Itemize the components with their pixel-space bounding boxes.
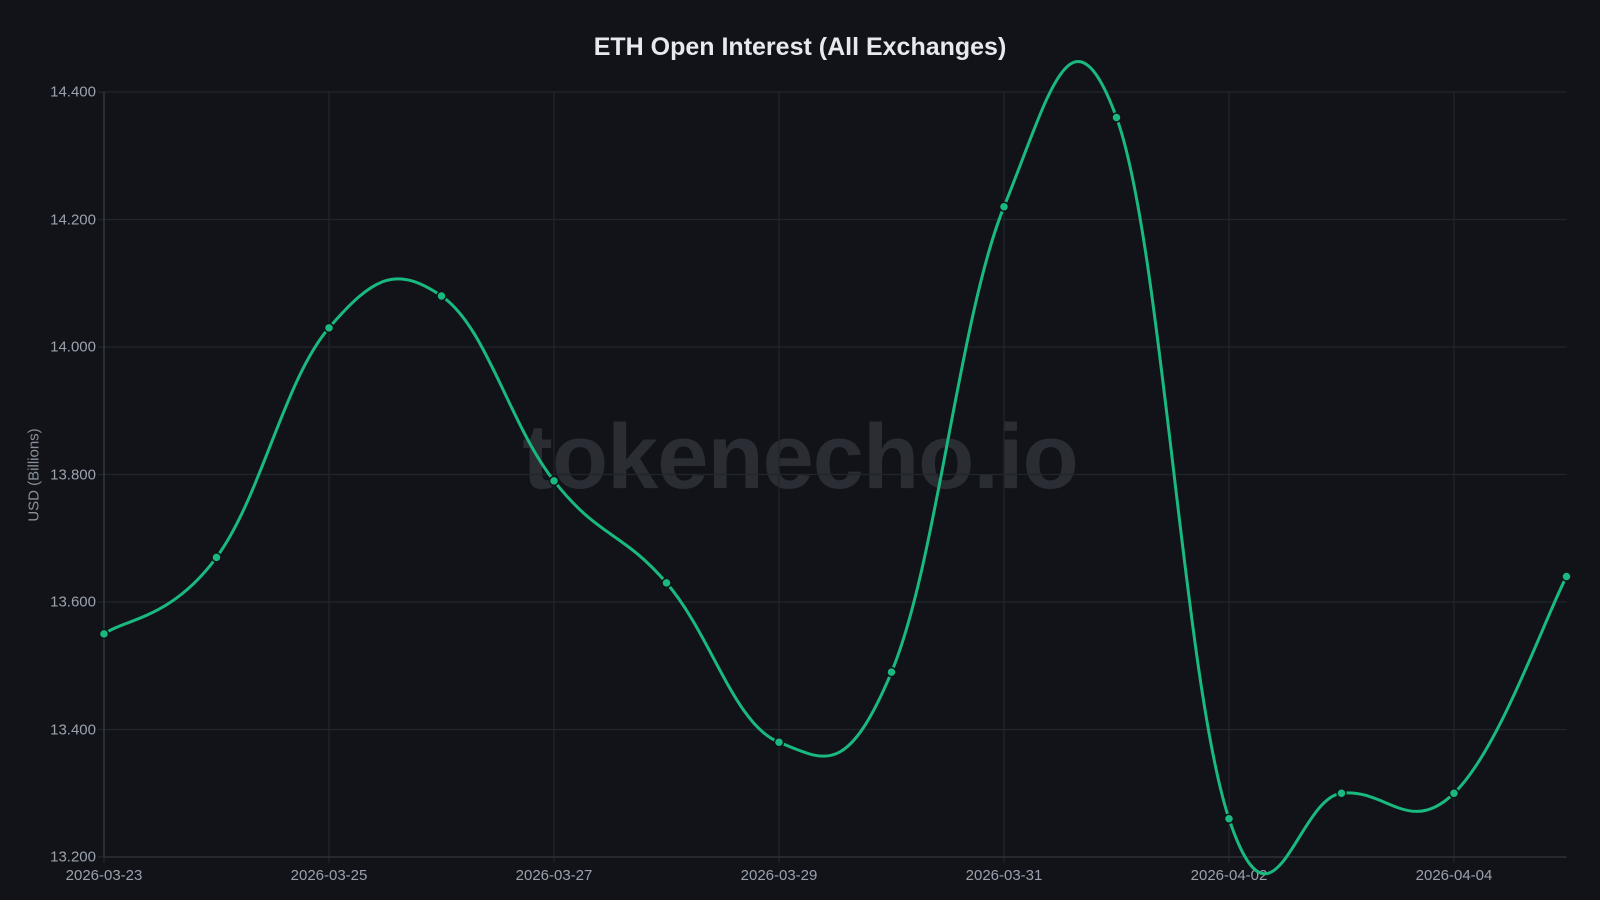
y-tick-label: 13.600 xyxy=(50,593,96,611)
open-interest-line xyxy=(102,60,1568,876)
data-point[interactable] xyxy=(98,628,110,640)
x-tick-label: 2026-04-04 xyxy=(1415,867,1493,884)
gridlines xyxy=(98,91,1567,863)
data-point[interactable] xyxy=(436,290,447,302)
y-tick-label: 14.000 xyxy=(50,338,96,356)
y-tick-label: 13.800 xyxy=(50,466,96,483)
x-tick-label: 2026-03-25 xyxy=(290,867,368,884)
data-point[interactable] xyxy=(1336,788,1347,799)
data-point[interactable] xyxy=(323,322,335,334)
axes xyxy=(103,92,1567,858)
y-tick-label: 13.200 xyxy=(50,848,96,866)
y-tick-label: 14.400 xyxy=(50,83,96,101)
data-point[interactable] xyxy=(998,201,1010,212)
x-tick-label: 2026-03-31 xyxy=(965,867,1043,884)
data-point[interactable] xyxy=(661,577,672,589)
data-point[interactable] xyxy=(548,475,560,487)
data-point[interactable] xyxy=(1111,112,1122,123)
x-tick-label: 2026-03-29 xyxy=(740,867,818,884)
data-point[interactable] xyxy=(886,666,897,678)
x-tick-label: 2026-03-23 xyxy=(65,867,143,884)
data-point[interactable] xyxy=(1223,813,1235,824)
chart-title: ETH Open Interest (All Exchanges) xyxy=(593,33,1007,61)
data-point[interactable] xyxy=(211,552,222,563)
data-point[interactable] xyxy=(1561,571,1572,582)
x-tick-label: 2026-04-02 xyxy=(1190,867,1268,884)
data-points xyxy=(98,112,1572,824)
y-tick-label: 14.200 xyxy=(50,211,96,228)
data-point[interactable] xyxy=(773,737,785,748)
data-point[interactable] xyxy=(1448,788,1460,799)
y-tick-label: 13.400 xyxy=(50,721,96,738)
x-tick-label: 2026-03-27 xyxy=(515,867,593,884)
